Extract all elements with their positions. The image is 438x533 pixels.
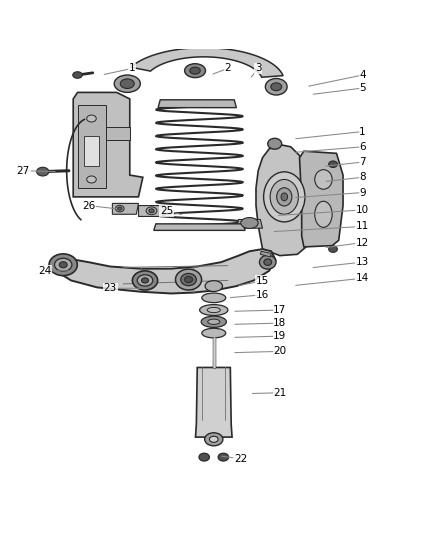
Ellipse shape: [132, 271, 158, 290]
Ellipse shape: [264, 172, 305, 222]
Text: 15: 15: [256, 276, 269, 286]
Polygon shape: [300, 151, 343, 247]
Ellipse shape: [265, 78, 287, 95]
Ellipse shape: [281, 193, 288, 201]
Polygon shape: [106, 127, 130, 140]
Text: 11: 11: [356, 221, 369, 231]
Text: 2: 2: [224, 63, 231, 74]
Text: 18: 18: [273, 318, 286, 328]
Polygon shape: [138, 206, 165, 216]
Ellipse shape: [181, 273, 196, 286]
Ellipse shape: [205, 433, 223, 446]
Ellipse shape: [328, 161, 337, 167]
Ellipse shape: [87, 115, 96, 122]
Ellipse shape: [205, 281, 223, 292]
Ellipse shape: [328, 246, 337, 252]
Ellipse shape: [185, 63, 205, 78]
Ellipse shape: [264, 259, 272, 265]
Polygon shape: [256, 144, 315, 256]
Text: 4: 4: [359, 70, 366, 80]
Ellipse shape: [73, 72, 82, 78]
Text: 1: 1: [129, 63, 135, 74]
Text: 22: 22: [234, 454, 247, 464]
Ellipse shape: [259, 255, 276, 269]
Text: 24: 24: [38, 266, 52, 276]
Ellipse shape: [202, 328, 226, 338]
Ellipse shape: [315, 201, 332, 228]
Ellipse shape: [202, 293, 226, 303]
Ellipse shape: [120, 79, 134, 88]
Ellipse shape: [268, 139, 282, 149]
Polygon shape: [260, 251, 271, 257]
Text: 25: 25: [160, 206, 173, 216]
Polygon shape: [73, 92, 143, 197]
Ellipse shape: [116, 205, 124, 212]
Ellipse shape: [271, 83, 282, 91]
Polygon shape: [56, 249, 276, 294]
Ellipse shape: [207, 308, 220, 313]
Polygon shape: [158, 100, 237, 108]
Ellipse shape: [137, 275, 153, 286]
Text: 19: 19: [273, 331, 286, 341]
Polygon shape: [84, 136, 99, 166]
Text: 16: 16: [256, 290, 269, 300]
Ellipse shape: [270, 180, 298, 214]
Text: 8: 8: [359, 172, 366, 182]
Text: 27: 27: [17, 166, 30, 176]
Ellipse shape: [54, 258, 72, 271]
Text: 20: 20: [273, 346, 286, 357]
Ellipse shape: [185, 277, 192, 282]
Text: 10: 10: [356, 205, 369, 215]
Text: 21: 21: [273, 387, 286, 398]
Text: 14: 14: [356, 273, 369, 283]
Ellipse shape: [209, 436, 218, 442]
Ellipse shape: [208, 319, 220, 325]
Polygon shape: [195, 367, 232, 437]
Ellipse shape: [315, 169, 332, 189]
Text: 17: 17: [273, 305, 286, 315]
Polygon shape: [78, 106, 106, 188]
Text: 12: 12: [356, 238, 369, 247]
Text: 7: 7: [359, 157, 366, 167]
Ellipse shape: [200, 304, 228, 316]
Polygon shape: [131, 48, 283, 77]
Text: 13: 13: [356, 257, 369, 267]
Text: 23: 23: [103, 283, 117, 293]
Ellipse shape: [199, 453, 209, 461]
Ellipse shape: [176, 269, 201, 290]
Ellipse shape: [114, 75, 140, 92]
Ellipse shape: [49, 254, 78, 276]
Ellipse shape: [37, 167, 49, 176]
Polygon shape: [237, 220, 262, 228]
Text: 26: 26: [82, 200, 95, 211]
Ellipse shape: [241, 217, 258, 229]
Ellipse shape: [190, 67, 200, 74]
Text: 3: 3: [255, 63, 261, 74]
Polygon shape: [154, 224, 245, 230]
Ellipse shape: [218, 453, 229, 461]
Ellipse shape: [87, 176, 96, 183]
Ellipse shape: [277, 188, 292, 206]
Ellipse shape: [201, 316, 226, 327]
Text: 1: 1: [359, 126, 366, 136]
Text: 9: 9: [359, 188, 366, 198]
Polygon shape: [113, 204, 138, 214]
Ellipse shape: [146, 207, 157, 215]
Ellipse shape: [149, 209, 154, 213]
Text: 6: 6: [359, 142, 366, 152]
Ellipse shape: [117, 207, 122, 210]
Text: 5: 5: [359, 83, 366, 93]
Ellipse shape: [59, 262, 67, 268]
Ellipse shape: [141, 278, 148, 283]
